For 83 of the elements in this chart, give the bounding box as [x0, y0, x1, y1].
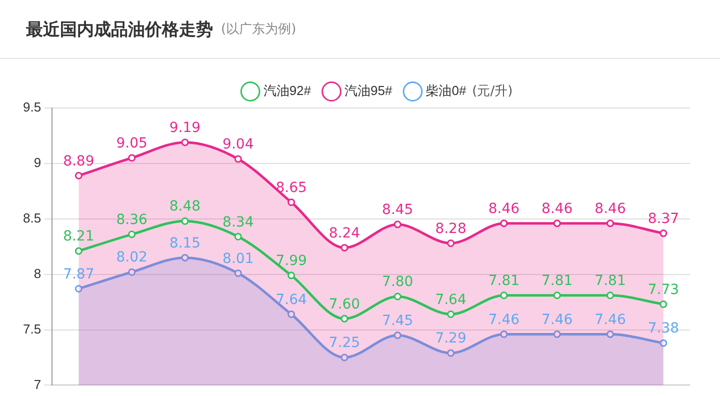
point	[74, 247, 82, 255]
data-label: 9.04	[222, 136, 254, 153]
data-label: 7.64	[435, 292, 466, 308]
data-label: 8.89	[63, 153, 94, 170]
point	[181, 254, 189, 262]
y-tick-label: 7.5	[22, 321, 42, 336]
point	[394, 332, 402, 340]
data-label: 8.45	[382, 202, 414, 218]
point	[74, 284, 82, 292]
data-label: 7.80	[382, 274, 414, 290]
data-label: 7.45	[382, 312, 414, 329]
point	[128, 230, 136, 238]
data-label: 8.34	[222, 214, 254, 230]
data-label: 7.38	[648, 320, 680, 337]
point	[288, 272, 296, 280]
data-label: 8.36	[116, 212, 148, 228]
chart-title: 最近国内成品油价格走势	[26, 18, 213, 40]
point	[553, 292, 561, 300]
data-label: 7.46	[488, 312, 520, 328]
data-label: 7.99	[276, 253, 307, 270]
point	[181, 217, 189, 225]
point	[553, 330, 561, 338]
point	[500, 330, 508, 338]
legend-label: 汽油92#	[263, 83, 312, 98]
data-label: 8.21	[63, 228, 94, 245]
data-label: 7.25	[328, 335, 360, 352]
point	[128, 154, 136, 162]
y-axis-title: (元/升)	[472, 84, 513, 99]
point	[606, 220, 614, 228]
point	[340, 314, 348, 322]
point	[660, 300, 668, 308]
point	[447, 240, 455, 248]
point	[447, 310, 455, 318]
point	[234, 232, 242, 240]
data-label: 8.02	[116, 250, 148, 266]
data-label: 8.48	[169, 198, 201, 215]
data-label: 8.28	[435, 220, 466, 237]
y-tick-label: 7	[34, 376, 42, 392]
y-tick-label: 9.5	[22, 100, 42, 115]
point	[288, 198, 296, 206]
data-label: 8.15	[169, 235, 201, 252]
data-label: 7.60	[328, 296, 360, 312]
point	[234, 269, 242, 277]
point	[181, 138, 189, 146]
point	[288, 310, 296, 318]
data-label: 7.46	[594, 312, 626, 328]
point	[553, 220, 561, 228]
point	[74, 172, 82, 180]
data-label: 7.81	[594, 273, 626, 290]
point	[340, 244, 348, 252]
data-label: 7.81	[488, 273, 520, 290]
data-label: 8.46	[488, 200, 520, 217]
point	[500, 220, 508, 228]
point	[394, 292, 402, 300]
y-tick-label: 8.5	[22, 210, 42, 226]
data-label: 8.46	[542, 200, 573, 217]
data-label: 8.24	[328, 225, 360, 242]
data-label: 9.19	[169, 120, 201, 136]
y-tick-label: 8	[34, 266, 42, 281]
chart-subtitle: (以广东为例)	[221, 21, 296, 38]
data-label: 7.81	[542, 273, 573, 290]
data-label: 7.64	[276, 292, 307, 308]
data-label: 8.37	[648, 210, 680, 227]
point	[394, 220, 402, 228]
data-label: 7.73	[648, 282, 680, 298]
point	[660, 230, 668, 238]
legend-label: 柴油0#	[426, 83, 467, 98]
y-tick-label: 9	[34, 155, 42, 170]
data-label: 7.87	[63, 266, 94, 282]
point	[128, 268, 136, 276]
point	[606, 292, 614, 300]
point	[500, 292, 508, 300]
data-label: 9.05	[116, 136, 148, 152]
data-label: 8.01	[222, 250, 254, 267]
data-label: 7.46	[542, 312, 573, 328]
point	[340, 354, 348, 362]
data-label: 8.46	[594, 200, 626, 217]
point	[234, 155, 242, 163]
data-label: 7.29	[435, 330, 466, 347]
point	[606, 330, 614, 338]
legend-label: 汽油95#	[344, 83, 393, 98]
point	[447, 349, 455, 357]
point	[660, 339, 668, 347]
